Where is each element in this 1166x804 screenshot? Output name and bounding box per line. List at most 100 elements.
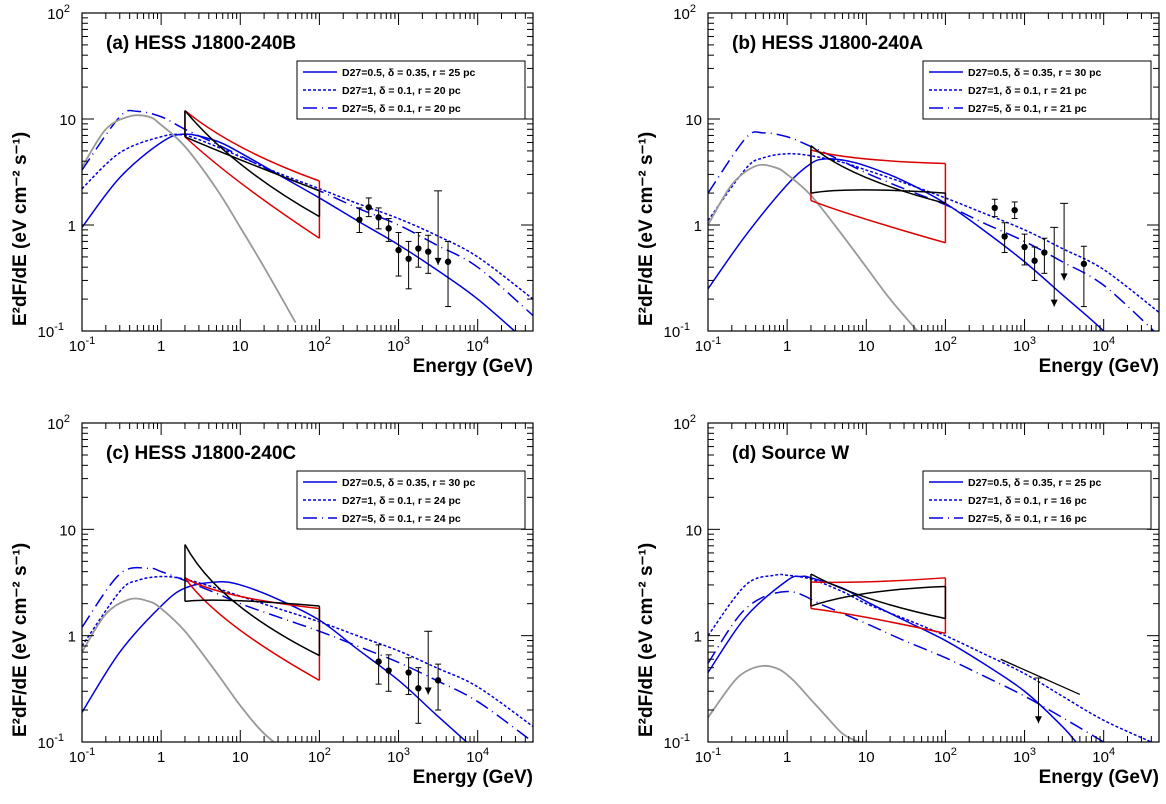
data-point [385, 225, 392, 232]
panel-3: 10-1 1 10 102 103 104 10-1 1 10 102 Energy (GeV) E²… [10, 413, 534, 788]
data-point [991, 204, 998, 212]
x-tick-exp: -1 [85, 746, 95, 758]
data-point [356, 216, 363, 223]
data-point [405, 669, 412, 676]
panel-title: (a) HESS J1800-240B [106, 33, 296, 54]
x-tick-exp: 4 [1109, 335, 1115, 347]
upper-limit-arrow [434, 257, 442, 265]
y-tick-label: 10-1 [38, 321, 64, 341]
x-tick-exp: 3 [404, 746, 410, 758]
x-tick-label: 102 [934, 335, 957, 355]
y-tick-label: 1 [68, 218, 76, 235]
model-curve-gray [82, 114, 297, 324]
x-tick-label: 1 [157, 749, 165, 766]
upper-limit-arrow [1060, 273, 1068, 281]
model-curve-dash-dot [82, 566, 533, 742]
panel-title: (b) HESS J1800-240A [732, 33, 923, 54]
data-point [375, 658, 382, 665]
data-point [425, 248, 432, 255]
legend-label: D27=0.5, δ = 0.35, r = 25 pc [968, 477, 1101, 489]
bowtie-edge-black [184, 110, 320, 218]
model-curve-dotted [708, 152, 1159, 313]
model-curve-gray [82, 597, 276, 742]
x-tick-exp: 2 [325, 746, 331, 758]
plot-frame [707, 422, 1160, 743]
x-tick-label: 104 [466, 335, 489, 355]
bowtie-edge-black [810, 585, 946, 607]
x-tick-exp: 4 [483, 746, 489, 758]
data-point [1021, 243, 1028, 251]
model-curve-dash-dot [708, 590, 1105, 742]
data-point [385, 667, 392, 674]
x-tick-label: 102 [308, 746, 331, 766]
bowtie-edge-black [184, 599, 320, 607]
model-curve-solid [708, 157, 1105, 331]
data-point [365, 204, 372, 211]
y-tick-exp: 2 [690, 3, 696, 15]
legend-label: D27=0.5, δ = 0.35, r = 30 pc [968, 67, 1101, 79]
x-tick-label: 104 [466, 746, 489, 766]
bowtie-edge-red [810, 199, 946, 244]
y-tick-label: 1 [68, 629, 76, 646]
x-tick-label: 1 [783, 749, 791, 766]
plot-area [708, 573, 1152, 742]
x-tick-label: 103 [387, 746, 410, 766]
y-axis-title: E²dF/dE (eV cm⁻² s⁻¹) [636, 132, 657, 326]
data-point [434, 677, 442, 684]
x-axis-title: Energy (GeV) [1039, 356, 1159, 377]
legend-label: D27=5, δ = 0.1, r = 21 pc [968, 103, 1087, 115]
bowtie-edge-black [810, 189, 946, 194]
y-tick-label: 1 [694, 629, 702, 646]
x-tick-exp: 3 [1030, 335, 1036, 347]
y-tick-exp: 2 [64, 413, 70, 425]
bowtie-edge-black [810, 573, 946, 620]
y-tick-label: 10 [59, 112, 76, 129]
legend-label: D27=1, δ = 0.1, r = 16 pc [968, 495, 1087, 507]
x-tick-label: 103 [1013, 335, 1036, 355]
model-curve-gray [708, 664, 861, 742]
legend-label: D27=0.5, δ = 0.35, r = 30 pc [342, 477, 475, 489]
data-point [415, 245, 422, 252]
x-tick-exp: 2 [951, 746, 957, 758]
upper-limit-arrow [1034, 716, 1042, 724]
model-curve-gray [708, 163, 919, 331]
x-axis-title: Energy (GeV) [1039, 767, 1159, 788]
bowtie-edge-red [184, 110, 320, 182]
data-point [1041, 249, 1048, 256]
y-tick-exp: -1 [54, 732, 64, 744]
x-tick-exp: 3 [404, 335, 410, 347]
x-tick-label: 10-1 [69, 746, 95, 766]
legend-label: D27=5, δ = 0.1, r = 16 pc [968, 513, 1087, 525]
bowtie-edge-black [184, 136, 320, 192]
y-tick-label: 10 [685, 522, 702, 539]
x-tick-label: 103 [1013, 746, 1036, 766]
x-tick-label: 10 [858, 749, 875, 766]
x-tick-exp: 2 [325, 335, 331, 347]
x-tick-label: 102 [934, 746, 957, 766]
plot-area [708, 131, 1159, 331]
y-tick-label: 10-1 [664, 321, 690, 341]
model-curve-dash-dot [82, 109, 533, 317]
legend-label: D27=0.5, δ = 0.35, r = 25 pc [342, 67, 475, 79]
y-tick-label: 102 [47, 413, 70, 433]
plot-frame [707, 12, 1160, 332]
x-tick-exp: 2 [951, 335, 957, 347]
y-tick-label: 10-1 [664, 732, 690, 752]
plot-area [82, 544, 533, 742]
x-tick-label: 102 [308, 335, 331, 355]
y-tick-exp: 2 [690, 413, 696, 425]
y-tick-exp: -1 [680, 732, 690, 744]
x-tick-label: 103 [387, 335, 410, 355]
upper-limit-arrow [424, 687, 432, 695]
y-tick-exp: 2 [64, 3, 70, 15]
data-point [444, 258, 452, 265]
legend-label: D27=1, δ = 0.1, r = 20 pc [342, 85, 461, 97]
y-tick-label: 102 [673, 3, 696, 23]
x-tick-label: 10 [232, 338, 249, 355]
y-axis-title: E²dF/dE (eV cm⁻² s⁻¹) [10, 543, 31, 737]
x-tick-label: 10-1 [695, 335, 721, 355]
plot-area [82, 109, 533, 331]
legend-label: D27=5, δ = 0.1, r = 24 pc [342, 513, 461, 525]
y-axis-title: E²dF/dE (eV cm⁻² s⁻¹) [636, 543, 657, 737]
